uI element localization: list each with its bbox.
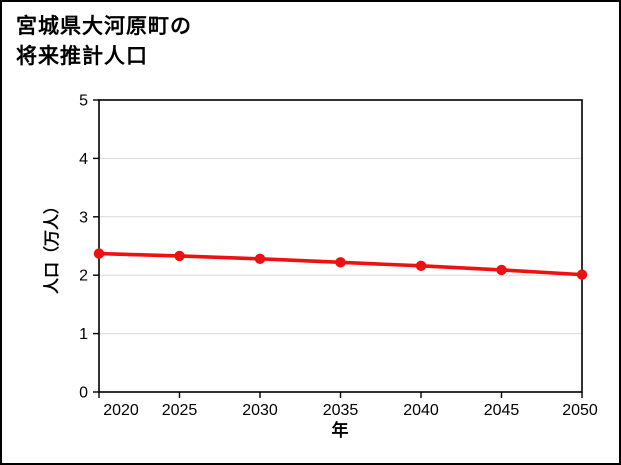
data-point [576, 269, 588, 280]
chart-title: 宮城県大河原町の 将来推計人口 [16, 12, 192, 73]
y-tick-label: 5 [79, 93, 88, 110]
y-tick-label: 0 [79, 385, 88, 402]
x-tick-label: 2040 [403, 402, 439, 419]
x-axis-label: 年 [332, 420, 349, 440]
x-tick-label: 2035 [323, 402, 359, 419]
chart-title-line2: 将来推計人口 [16, 45, 148, 69]
data-point [93, 248, 105, 259]
y-tick-label: 4 [79, 151, 88, 168]
x-tick-label: 2020 [103, 402, 139, 419]
x-tick-label: 2050 [562, 402, 598, 419]
y-tick-label: 3 [79, 209, 88, 226]
y-axis-label: 人口（万人） [43, 198, 61, 294]
x-tick-label: 2025 [162, 402, 198, 419]
chart-title-line1: 宮城県大河原町の [16, 15, 192, 38]
plot-area: 0 1 2 3 4 5 2020 2025 2030 2035 2040 2045 2050 [79, 93, 598, 420]
y-tick-label: 1 [79, 326, 88, 343]
x-tick-label: 2030 [242, 402, 278, 419]
y-tick-label: 2 [79, 268, 88, 285]
data-point [254, 253, 266, 265]
data-point [496, 264, 507, 276]
data-point [335, 257, 346, 268]
plot-border [98, 99, 583, 393]
data-point [415, 260, 427, 272]
data-point [174, 250, 185, 262]
x-tick-label: 2045 [484, 402, 520, 419]
